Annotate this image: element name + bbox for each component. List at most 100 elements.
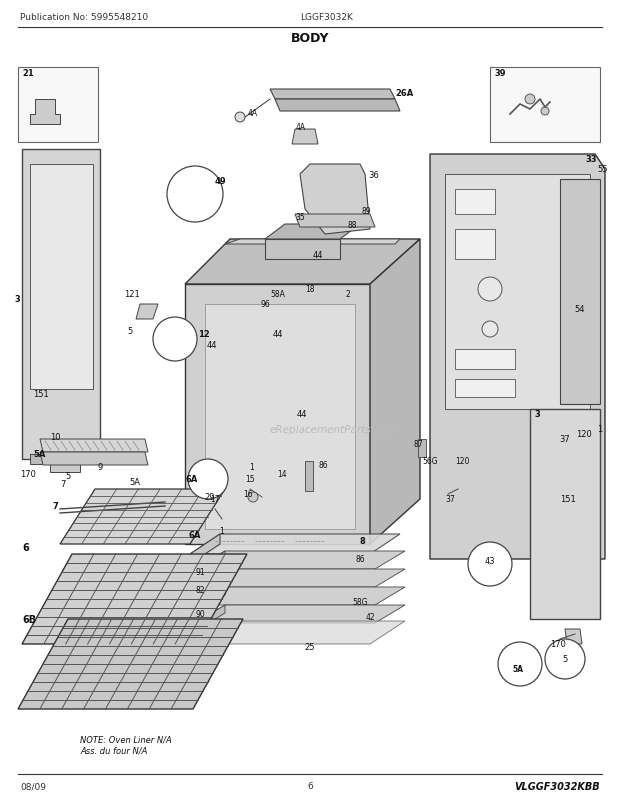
Text: 49: 49 <box>215 176 227 185</box>
Text: 90: 90 <box>195 610 205 618</box>
Text: 42: 42 <box>365 613 375 622</box>
Text: 55: 55 <box>597 165 608 174</box>
Text: 7: 7 <box>60 480 65 489</box>
Polygon shape <box>295 215 375 228</box>
Polygon shape <box>60 489 225 545</box>
Polygon shape <box>185 183 205 208</box>
Text: 58A: 58A <box>270 290 285 299</box>
Polygon shape <box>265 225 360 240</box>
Polygon shape <box>185 622 220 654</box>
Text: 16: 16 <box>243 490 253 499</box>
Circle shape <box>468 542 512 586</box>
Polygon shape <box>370 240 420 545</box>
Polygon shape <box>195 551 405 569</box>
Text: 6: 6 <box>307 781 313 791</box>
Polygon shape <box>185 285 370 545</box>
Text: 08/09: 08/09 <box>20 781 46 791</box>
Circle shape <box>545 639 585 679</box>
Text: 151: 151 <box>560 495 576 504</box>
Text: 12: 12 <box>198 330 210 339</box>
Text: 170: 170 <box>20 470 36 479</box>
Polygon shape <box>195 569 225 595</box>
Text: 5A: 5A <box>33 450 45 459</box>
Text: 44: 44 <box>312 250 323 259</box>
Text: 17: 17 <box>210 495 220 504</box>
Text: NOTE: Oven Liner N/A: NOTE: Oven Liner N/A <box>80 735 172 743</box>
Text: 1: 1 <box>219 527 224 536</box>
Text: eReplacementParts.com: eReplacementParts.com <box>270 424 397 435</box>
Polygon shape <box>40 439 148 452</box>
Bar <box>490 68 600 143</box>
Polygon shape <box>30 164 93 390</box>
Text: 7: 7 <box>52 502 58 511</box>
Text: 5: 5 <box>127 327 133 336</box>
Text: 26A: 26A <box>395 88 414 97</box>
Text: 121: 121 <box>124 290 140 299</box>
Circle shape <box>248 492 258 502</box>
Text: 36: 36 <box>368 170 379 180</box>
Text: 35: 35 <box>295 213 305 222</box>
Text: 14: 14 <box>277 470 287 479</box>
Text: 8: 8 <box>359 537 365 546</box>
Polygon shape <box>225 240 400 245</box>
Text: 10: 10 <box>50 433 60 442</box>
Text: 5A: 5A <box>513 665 523 674</box>
Text: 5: 5 <box>65 472 71 481</box>
Text: 4A: 4A <box>248 108 258 117</box>
Polygon shape <box>165 333 183 347</box>
Text: 88: 88 <box>348 221 358 229</box>
Polygon shape <box>265 240 340 260</box>
Polygon shape <box>195 606 225 631</box>
Polygon shape <box>190 534 220 565</box>
Text: 3: 3 <box>14 295 20 304</box>
Polygon shape <box>136 305 158 320</box>
Polygon shape <box>185 240 420 285</box>
Polygon shape <box>50 463 80 472</box>
Text: 44: 44 <box>207 341 218 350</box>
Polygon shape <box>190 534 400 554</box>
Circle shape <box>498 642 542 687</box>
Text: 6B: 6B <box>22 614 36 624</box>
Bar <box>455 379 515 398</box>
Circle shape <box>541 107 549 115</box>
Circle shape <box>482 322 498 338</box>
Text: 5A: 5A <box>130 478 141 487</box>
Polygon shape <box>195 569 405 587</box>
Polygon shape <box>560 180 600 404</box>
Polygon shape <box>270 90 395 100</box>
Text: LGGF3032K: LGGF3032K <box>300 14 353 22</box>
Text: Publication No: 5995548210: Publication No: 5995548210 <box>20 14 148 22</box>
Text: 120: 120 <box>455 457 469 466</box>
Polygon shape <box>200 473 218 488</box>
Text: 96: 96 <box>260 300 270 309</box>
Text: 1: 1 <box>250 463 254 472</box>
Text: 56G: 56G <box>422 457 438 466</box>
Polygon shape <box>30 100 60 125</box>
Bar <box>305 461 313 492</box>
Text: 86: 86 <box>355 555 365 564</box>
Polygon shape <box>195 587 405 606</box>
Polygon shape <box>530 410 600 619</box>
Text: 151: 151 <box>33 390 49 399</box>
Text: 5: 5 <box>562 654 568 664</box>
Polygon shape <box>185 622 405 644</box>
Bar <box>418 439 426 457</box>
Polygon shape <box>30 455 100 464</box>
Circle shape <box>478 277 502 302</box>
Text: 58G: 58G <box>352 597 368 607</box>
Polygon shape <box>292 130 318 145</box>
Polygon shape <box>565 630 582 644</box>
Text: 89: 89 <box>362 207 371 217</box>
Text: 4A: 4A <box>296 124 306 132</box>
Text: 170: 170 <box>550 640 566 649</box>
Text: 86: 86 <box>318 461 328 470</box>
Text: 29: 29 <box>205 493 215 502</box>
Polygon shape <box>195 587 225 614</box>
Polygon shape <box>22 554 247 644</box>
Text: 2: 2 <box>345 290 350 299</box>
Bar <box>18 68 98 143</box>
Circle shape <box>167 167 223 223</box>
Text: 33: 33 <box>585 156 597 164</box>
Text: BODY: BODY <box>291 31 329 44</box>
Text: 3: 3 <box>534 410 540 419</box>
